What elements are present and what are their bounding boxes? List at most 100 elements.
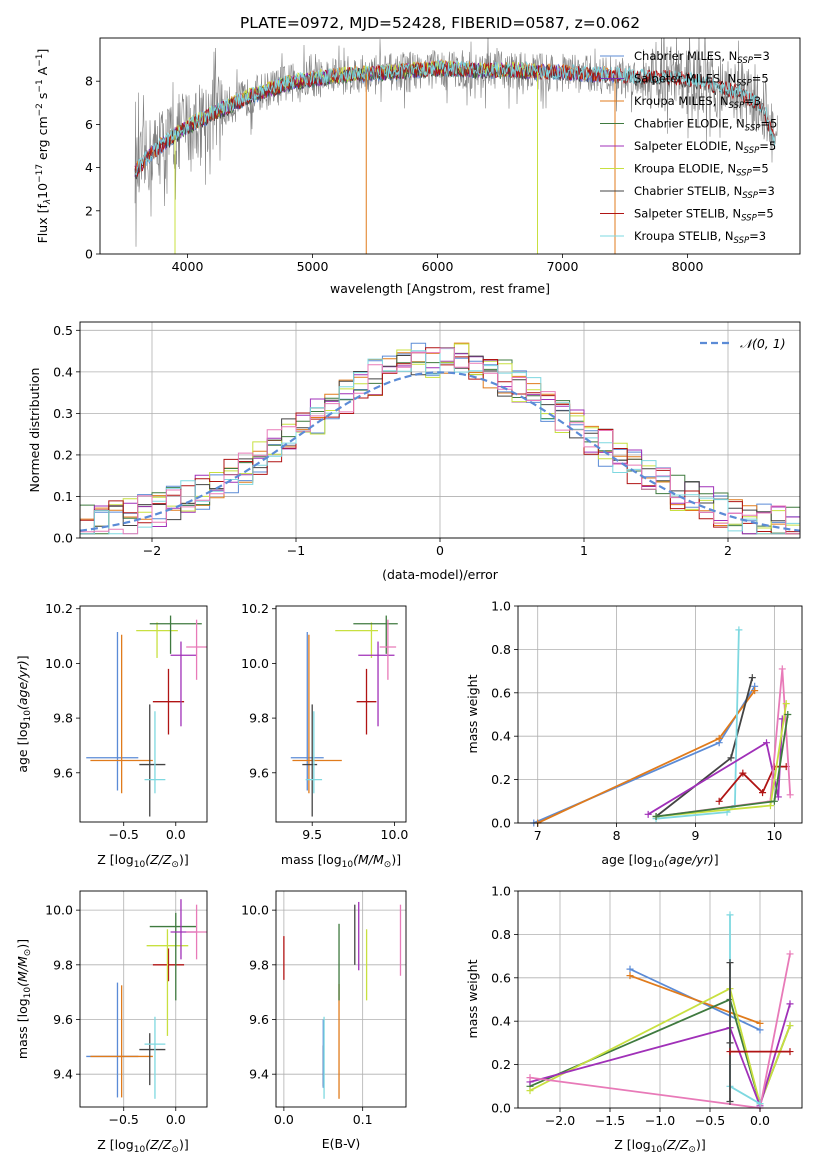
y-tick-label: 1.0 xyxy=(491,884,511,899)
x-tick-label: −0.5 xyxy=(109,827,139,842)
weight-marker xyxy=(652,812,660,820)
x-axis-label: (data-model)/error xyxy=(382,567,499,582)
legend-label: Salpeter ELODIE, NSSP=5 xyxy=(634,139,776,156)
legend-label: Chabrier ELODIE, NSSP=5 xyxy=(634,117,777,134)
x-tick-label: 2 xyxy=(724,543,732,558)
weight-line xyxy=(655,668,792,818)
x-tick-label: −2.0 xyxy=(545,1113,575,1128)
y-tick-label: 0.2 xyxy=(491,1057,511,1072)
y-tick-label: 10.0 xyxy=(45,903,73,918)
weight-marker xyxy=(786,1000,794,1008)
y-tick-label: 0.6 xyxy=(491,970,511,985)
x-tick-label: 0.0 xyxy=(166,1112,186,1127)
y-tick-label: 1.0 xyxy=(491,599,511,614)
x-tick-label: 6000 xyxy=(422,259,454,274)
x-tick-label: 0.0 xyxy=(166,827,186,842)
x-tick-label: 7 xyxy=(534,828,542,843)
ebv-mass-panel: 0.0 0.1 9.4 9.6 9.8 10.0 E(B-V) xyxy=(241,890,407,1151)
histogram-lines xyxy=(80,342,800,535)
y-tick-label: 0.0 xyxy=(491,816,511,831)
x-tick-label: 1 xyxy=(580,543,588,558)
weight-marker xyxy=(778,665,786,673)
y-tick-label: 0.3 xyxy=(53,406,73,421)
x-tick-label: 0 xyxy=(436,543,444,558)
x-tick-label: −0.5 xyxy=(695,1113,725,1128)
x-axis-label: Z [log10(Z/Z⊙)] xyxy=(614,1137,705,1155)
weight-marker xyxy=(786,950,794,958)
weight-marker xyxy=(748,674,756,682)
legend-label: Chabrier STELIB, NSSP=3 xyxy=(634,184,775,201)
y-tick-label: 4 xyxy=(85,160,93,175)
weight-marker xyxy=(726,1039,734,1047)
y-axis-label: mass [log10(M/M⊙)] xyxy=(15,939,33,1059)
weight-marker xyxy=(774,793,782,801)
y-tick-label: 10.0 xyxy=(241,903,269,918)
legend-label: Salpeter STELIB, NSSP=5 xyxy=(634,207,774,224)
x-tick-label: 9.5 xyxy=(302,827,322,842)
axes-frame xyxy=(79,605,208,823)
weight-marker xyxy=(786,791,794,799)
x-tick-label: −1.0 xyxy=(645,1113,675,1128)
y-tick-label: 10.2 xyxy=(45,601,73,616)
gaussian-curve xyxy=(80,371,800,532)
weight-line xyxy=(656,629,740,820)
y-tick-label: 0 xyxy=(85,247,93,262)
y-tick-label: 9.8 xyxy=(53,711,73,726)
x-tick-label: −2 xyxy=(143,543,161,558)
y-tick-label: 10.0 xyxy=(45,656,73,671)
weight-marker xyxy=(751,687,759,695)
x-tick-label: 10.0 xyxy=(381,827,409,842)
y-tick-label: 0.2 xyxy=(491,772,511,787)
axes-frame xyxy=(517,605,803,824)
weight-marker xyxy=(726,1097,734,1105)
y-tick-label: 0.8 xyxy=(491,642,511,657)
weight-marker xyxy=(766,802,774,810)
weight-marker xyxy=(784,711,792,718)
weight-marker xyxy=(715,797,723,805)
y-tick-label: 0.2 xyxy=(53,447,73,462)
x-tick-label: −1.5 xyxy=(595,1113,625,1128)
age-weight-panel: 7 8 9 10 0.0 0.2 0.4 0.6 0.8 1.0 age [log10(age/yr… xyxy=(465,599,803,870)
x-axis-label: E(B-V) xyxy=(322,1136,361,1151)
x-tick-label: 7000 xyxy=(547,259,579,274)
weight-marker xyxy=(726,911,734,919)
legend-label: Salpeter MILES, NSSP=5 xyxy=(634,72,769,89)
legend-label: 𝒩(0, 1) xyxy=(740,336,786,351)
y-tick-label: 0.0 xyxy=(491,1101,511,1116)
weight-line xyxy=(529,987,791,1107)
weight-marker xyxy=(756,1100,764,1108)
y-tick-label: 6 xyxy=(85,117,93,132)
spectrum-panel: 4000 5000 6000 7000 8000 0 2 4 6 8 Chabrier MILES,… xyxy=(35,37,801,296)
spectrum-data xyxy=(134,38,778,247)
weight-marker xyxy=(786,1022,794,1030)
weight-marker xyxy=(735,626,743,634)
x-tick-label: 0.0 xyxy=(274,1112,294,1127)
legend-label: Kroupa STELIB, NSSP=3 xyxy=(634,229,766,246)
x-tick-label: 5000 xyxy=(297,259,329,274)
x-tick-label: 4000 xyxy=(172,259,204,274)
weight-marker xyxy=(626,965,634,973)
y-tick-label: 9.4 xyxy=(53,1067,73,1082)
weight-marker xyxy=(626,972,634,980)
y-tick-label: 10.2 xyxy=(241,601,269,616)
x-tick-label: 10 xyxy=(766,828,782,843)
y-axis-label: Flux [fλ10−17 erg cm−2 s−1 A−1] xyxy=(35,49,53,244)
y-tick-label: 9.6 xyxy=(53,1012,73,1027)
y-tick-label: 9.4 xyxy=(249,1067,269,1082)
x-tick-label: −0.5 xyxy=(109,1112,139,1127)
y-tick-label: 9.8 xyxy=(53,957,73,972)
y-tick-label: 0.4 xyxy=(491,729,511,744)
y-tick-label: 9.6 xyxy=(249,1012,269,1027)
x-axis-label: Z [log10(Z/Z⊙)] xyxy=(97,1137,188,1155)
weight-line xyxy=(629,974,761,1025)
weight-marker xyxy=(759,789,767,797)
y-tick-label: 0.8 xyxy=(491,927,511,942)
weight-marker xyxy=(715,734,723,742)
x-tick-label: 9 xyxy=(692,828,700,843)
model-line xyxy=(134,59,776,176)
x-tick-label: 0.0 xyxy=(750,1113,770,1128)
y-tick-label: 0.6 xyxy=(491,685,511,700)
x-tick-label: −1 xyxy=(287,543,305,558)
x-axis-label: age [log10(age/yr)] xyxy=(601,852,718,870)
weight-line xyxy=(529,1003,791,1109)
